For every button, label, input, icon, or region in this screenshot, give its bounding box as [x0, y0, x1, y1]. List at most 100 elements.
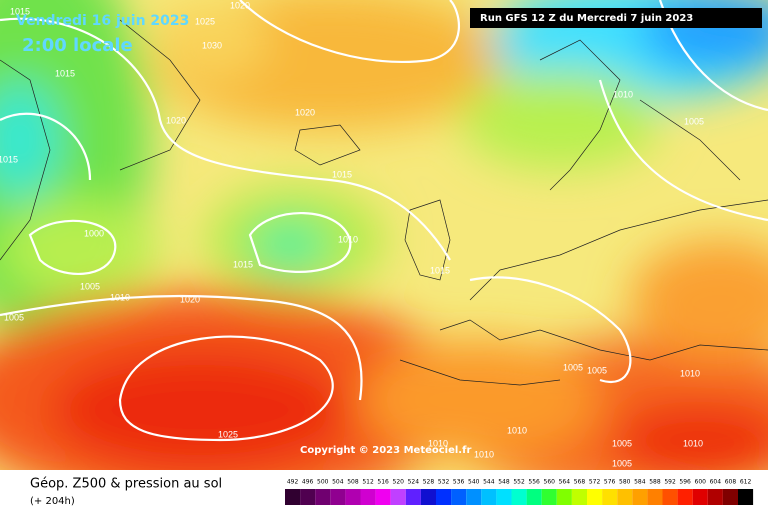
legend-swatch	[420, 489, 436, 505]
legend-label: 536	[453, 479, 465, 486]
legend-swatch	[707, 489, 723, 505]
isobar-label: 1020	[166, 115, 186, 125]
run-info: Run GFS 12 Z du Mercredi 7 juin 2023	[480, 13, 693, 24]
legend-label: 532	[438, 479, 450, 486]
legend-swatch	[436, 489, 452, 505]
isobar-label: 1025	[195, 16, 215, 26]
isobar-label: 1010	[338, 234, 358, 244]
legend-label: 516	[377, 479, 389, 486]
legend-swatch	[602, 489, 618, 505]
legend-swatch	[315, 489, 331, 505]
legend-label: 592	[664, 479, 676, 486]
legend-label: 612	[740, 479, 752, 486]
legend-swatch	[738, 489, 754, 505]
legend-swatch	[541, 489, 557, 505]
isobar-label: 1005	[684, 116, 704, 126]
run-box	[470, 8, 762, 28]
legend-label: 508	[347, 479, 359, 486]
legend-label: 600	[695, 479, 707, 486]
legend-swatch	[647, 489, 663, 505]
legend-label: 544	[483, 479, 495, 486]
isobar-label: 1010	[507, 425, 527, 435]
legend-swatch	[526, 489, 542, 505]
legend-label: 524	[408, 479, 420, 486]
legend-label: 564	[559, 479, 571, 486]
isobar-label: 1005	[4, 312, 24, 322]
legend-label: 568	[574, 479, 586, 486]
isobar-label: 1010	[110, 292, 130, 302]
legend-label: 604	[710, 479, 722, 486]
isobar-label: 1020	[180, 294, 200, 304]
isobar-label: 1015	[430, 265, 450, 275]
isobar-label: 1000	[84, 228, 104, 238]
legend-swatch	[285, 489, 301, 505]
legend-label: 584	[634, 479, 646, 486]
isobar-label: 1010	[680, 368, 700, 378]
legend-swatch	[390, 489, 406, 505]
legend-label: 588	[649, 479, 661, 486]
isobar-label: 1015	[10, 6, 30, 16]
isobar-label: 1005	[80, 281, 100, 291]
legend-swatch	[375, 489, 391, 505]
footer-lead: (+ 204h)	[30, 496, 75, 507]
legend-swatch	[677, 489, 693, 505]
legend-swatch	[300, 489, 316, 505]
isobar-label: 1015	[55, 68, 75, 78]
legend-swatch	[556, 489, 572, 505]
legend-swatch	[405, 489, 421, 505]
legend-label: 540	[468, 479, 480, 486]
isobar-label: 1010	[428, 438, 448, 448]
legend-swatch	[617, 489, 633, 505]
legend-label: 496	[302, 479, 314, 486]
legend-label: 520	[393, 479, 405, 486]
isobar-label: 1020	[295, 107, 315, 117]
legend-label: 572	[589, 479, 601, 486]
legend-swatch	[722, 489, 738, 505]
legend-label: 492	[287, 479, 299, 486]
legend-label: 548	[498, 479, 510, 486]
isobar-label: 1005	[612, 458, 632, 468]
legend-label: 556	[528, 479, 540, 486]
legend-swatch	[587, 489, 603, 505]
legend-swatch	[345, 489, 361, 505]
valid-date: Vendredi 16 juin 2023	[16, 13, 189, 29]
legend-swatch	[330, 489, 346, 505]
legend-label: 608	[725, 479, 737, 486]
isobar-label: 1015	[233, 259, 253, 269]
legend-swatch	[496, 489, 512, 505]
legend-swatch	[632, 489, 648, 505]
legend-label: 596	[679, 479, 691, 486]
legend-label: 528	[423, 479, 435, 486]
legend-swatch	[466, 489, 482, 505]
legend-label: 560	[544, 479, 556, 486]
isobar-label: 1015	[332, 169, 352, 179]
isobar-label: 1010	[474, 449, 494, 459]
legend-swatch	[481, 489, 497, 505]
legend-swatch	[511, 489, 527, 505]
isobar-label: 1005	[563, 362, 583, 372]
isobar-label: 1010	[613, 89, 633, 99]
legend-swatch	[451, 489, 467, 505]
isobar-label: 1030	[202, 40, 222, 50]
isobar-label: 1005	[612, 438, 632, 448]
legend-swatch	[662, 489, 678, 505]
isobar-label: 1015	[0, 154, 18, 164]
isobar-label: 1020	[230, 0, 250, 10]
legend-swatch	[692, 489, 708, 505]
legend-swatch	[571, 489, 587, 505]
legend-label: 552	[513, 479, 525, 486]
copyright: Copyright © 2023 Meteociel.fr	[300, 445, 471, 456]
legend-label: 512	[362, 479, 374, 486]
legend-label: 576	[604, 479, 616, 486]
legend-label: 500	[317, 479, 329, 486]
legend-label: 504	[332, 479, 344, 486]
isobar-label: 1010	[683, 438, 703, 448]
isobar-label: 1005	[587, 365, 607, 375]
legend-label: 580	[619, 479, 631, 486]
legend-swatch	[360, 489, 376, 505]
isobar-label: 1025	[218, 429, 238, 439]
footer-title: Géop. Z500 & pression au sol	[30, 477, 222, 492]
local-time: 2:00 locale	[22, 35, 133, 56]
